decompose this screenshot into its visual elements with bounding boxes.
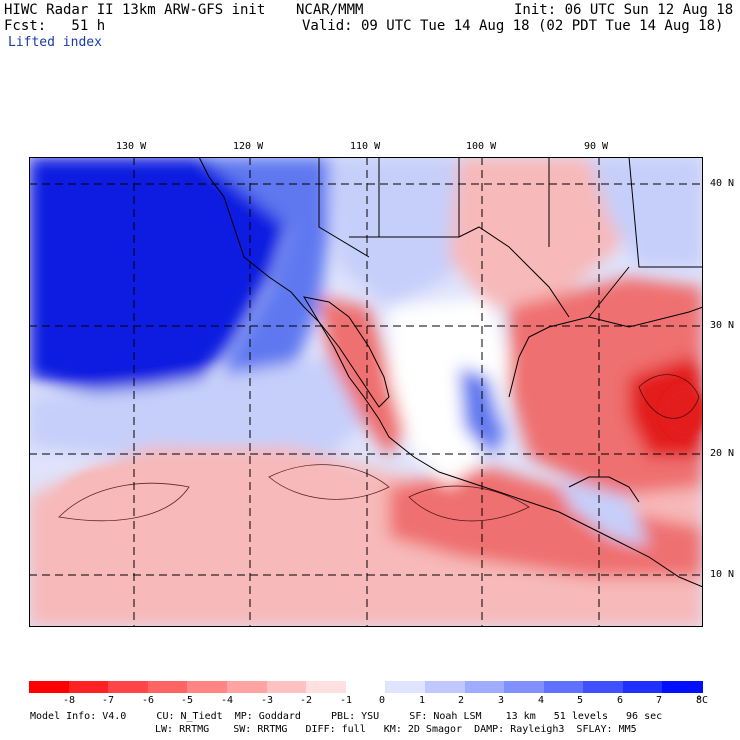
colorbar-unit: °C: [696, 695, 709, 706]
init-time: Init: 06 UTC Sun 12 Aug 18: [514, 2, 734, 18]
lat-label-20n: 20 N: [710, 448, 735, 459]
colorbar-tick: -4: [221, 695, 234, 706]
lon-label-100w: 100 W: [466, 141, 497, 152]
colorbar-swatch: [583, 681, 624, 693]
colorbar-swatch: [345, 681, 386, 693]
colorbar: [29, 681, 703, 693]
physics-info-line: LW: RRTMG SW: RRTMG DIFF: full KM: 2D Sm…: [155, 724, 637, 735]
lat-label-10n: 10 N: [710, 569, 735, 580]
colorbar-swatch: [108, 681, 149, 693]
colorbar-tick: 8: [696, 695, 703, 706]
lon-label-130w: 130 W: [116, 141, 147, 152]
colorbar-swatch: [147, 681, 188, 693]
colorbar-tick: 4: [538, 695, 545, 706]
caribbean-core: [662, 386, 703, 438]
colorbar-tick: 1: [419, 695, 426, 706]
lifted-index-map: [29, 157, 703, 627]
contours: [58, 374, 700, 522]
colorbar-tick: -2: [300, 695, 313, 706]
colorbar-tick: -6: [142, 695, 155, 706]
colorbar-tick: 7: [656, 695, 663, 706]
colorbar-tick: -8: [63, 695, 76, 706]
colorbar-swatch: [424, 681, 466, 693]
pacific-light-swirl: [139, 395, 319, 439]
colorbar-swatch: [622, 681, 663, 693]
colorbar-tick: -7: [102, 695, 115, 706]
colorbar-swatch: [68, 681, 109, 693]
colorbar-tick: 0: [379, 695, 386, 706]
valid-time: Valid: 09 UTC Tue 14 Aug 18 (02 PDT Tue …: [302, 18, 724, 34]
colorbar-tick: 6: [617, 695, 624, 706]
gulf-of-california-red: [319, 297, 409, 457]
colorbar-tick: 2: [458, 695, 465, 706]
lat-label-40n: 40 N: [710, 178, 735, 189]
colorbar-tick: 3: [498, 695, 505, 706]
graticule: [29, 157, 703, 627]
field-name: Lifted index: [8, 35, 102, 50]
lon-label-120w: 120 W: [233, 141, 264, 152]
org-label: NCAR/MMM: [296, 2, 364, 18]
central-america-blue: [559, 477, 649, 547]
lat-label-30n: 30 N: [710, 320, 735, 331]
lon-label-90w: 90 W: [584, 141, 609, 152]
mexico-coast-unstable: [389, 467, 703, 577]
colorbar-swatch: [306, 681, 347, 693]
map-frame: [29, 157, 703, 627]
sierra-madre-blue: [459, 367, 504, 457]
us-plains-red: [449, 157, 629, 307]
colorbar-swatch: [226, 681, 268, 693]
lon-label-110w: 110 W: [350, 141, 381, 152]
east-pacific-red-patch: [59, 467, 179, 527]
california-coast-blue: [199, 157, 329, 407]
colorbar-swatch: [29, 681, 70, 693]
colorbar-swatch: [543, 681, 584, 693]
colorbar-tick: -5: [181, 695, 194, 706]
colorbar-swatch: [187, 681, 228, 693]
colorbar-tick: -3: [261, 695, 274, 706]
forecast-hour: Fcst: 51 h: [4, 18, 106, 34]
colorbar-swatch: [385, 681, 426, 693]
us-southwest-blue: [329, 157, 469, 307]
colorbar-swatch: [464, 681, 505, 693]
model-info-line: Model Info: V4.0 CU: N_Tiedt MP: Goddard…: [30, 711, 663, 722]
colorbar-swatch: [662, 681, 703, 693]
pacific-stable-region: [29, 157, 289, 397]
colorbar-swatch: [504, 681, 545, 693]
model-title: HIWC Radar II 13km ARW-GFS init: [4, 2, 266, 18]
colorbar-tick: -1: [340, 695, 353, 706]
colorbar-swatch: [266, 681, 307, 693]
colorbar-tick: 5: [577, 695, 584, 706]
